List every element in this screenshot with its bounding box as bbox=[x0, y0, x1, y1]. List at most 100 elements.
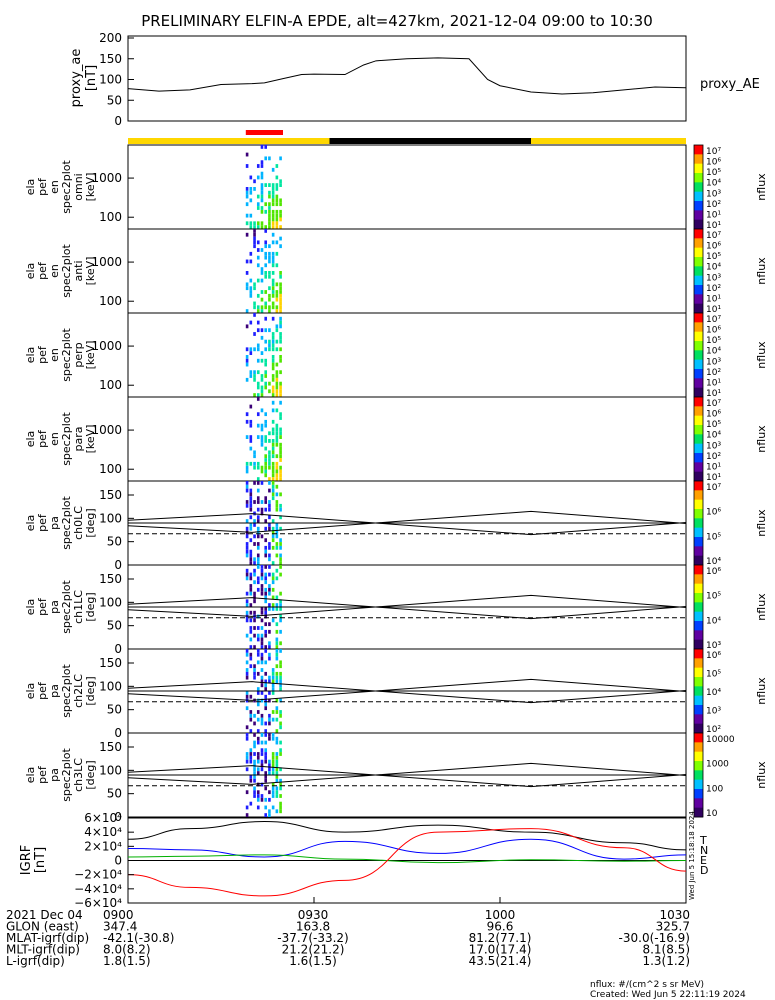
spectrogram-pixel bbox=[275, 309, 279, 313]
spectrogram-pixel bbox=[260, 198, 264, 203]
spectrogram-pixel bbox=[279, 446, 282, 451]
spectrogram-pixel bbox=[271, 545, 275, 550]
spectrogram-pixel bbox=[268, 389, 271, 394]
spectrogram-pixel bbox=[275, 736, 279, 741]
colorbar-tick-label: 10⁴ bbox=[706, 616, 721, 626]
spectrogram-pixel bbox=[260, 794, 264, 798]
spectrogram-pixel bbox=[279, 538, 282, 543]
plot-title: PRELIMINARY ELFIN-A EPDE, alt=427km, 202… bbox=[141, 12, 653, 30]
spectrogram-pixel bbox=[256, 649, 260, 653]
spectrogram-pixel bbox=[264, 576, 268, 581]
colorbar-tick-label: 10³ bbox=[706, 273, 721, 283]
spectrogram-pixel bbox=[268, 763, 271, 768]
spectrogram-pixel bbox=[271, 450, 275, 455]
spectrogram-pixel bbox=[249, 500, 253, 504]
spectrogram-pixel bbox=[279, 794, 282, 798]
spectrogram-pixel bbox=[260, 717, 264, 722]
panel-ylabel: anti bbox=[72, 260, 85, 281]
panel-ylabel: en bbox=[48, 264, 61, 278]
colorbar bbox=[693, 396, 704, 482]
spectrogram-pixel bbox=[249, 748, 253, 753]
spectrogram-pixel bbox=[279, 641, 282, 646]
colorbar-segment bbox=[694, 798, 703, 809]
pa-ytick-label: 0 bbox=[114, 810, 122, 824]
spectrogram-pixel bbox=[256, 240, 260, 245]
colorbar bbox=[693, 732, 704, 818]
footer-value: 8.0(8.2) bbox=[103, 943, 151, 957]
spectrogram-pixel bbox=[279, 442, 282, 447]
footer-row-label: 2021 Dec 04 bbox=[6, 908, 83, 922]
colorbar-tick-label: 100 bbox=[706, 784, 723, 794]
spectrogram-pixel bbox=[264, 347, 268, 352]
footer-value: -30.0(-16.9) bbox=[619, 931, 690, 945]
spectrogram-pixel bbox=[275, 465, 279, 470]
spectrogram-pixel bbox=[271, 519, 275, 523]
panel-frame bbox=[127, 396, 687, 482]
spectrogram-pixel bbox=[275, 603, 279, 607]
spectrogram-pixel bbox=[275, 595, 279, 600]
spectrogram-pixel bbox=[271, 213, 275, 218]
spectrogram-pixel bbox=[253, 633, 256, 638]
spectrogram-pixel bbox=[271, 290, 275, 294]
orbit-segment-science bbox=[245, 130, 283, 135]
colorbar-tick-label: 10⁵ bbox=[706, 420, 721, 430]
spectrogram-pixel bbox=[249, 496, 253, 501]
energy-ytick-label: 1000 bbox=[91, 255, 122, 269]
spectrogram-pixel bbox=[279, 660, 282, 665]
spectrogram-pixel bbox=[256, 565, 260, 569]
spectrogram-pixel bbox=[249, 775, 253, 779]
spectrogram-pixel bbox=[249, 175, 253, 180]
spectrogram-pixel bbox=[256, 561, 260, 565]
igrf-legend-N: N bbox=[700, 844, 708, 857]
spectrogram-pixel bbox=[271, 538, 275, 543]
spectrogram-pixel bbox=[271, 488, 275, 493]
spectrogram-pixel bbox=[264, 156, 268, 161]
spectrogram-pixel bbox=[275, 706, 279, 711]
spectrogram-pixel bbox=[260, 271, 264, 275]
spectrogram-pixel bbox=[275, 710, 279, 714]
spectrogram-pixel bbox=[268, 691, 271, 695]
footer-value: 81.2(77.1) bbox=[469, 931, 532, 945]
colorbar-segment bbox=[694, 369, 703, 379]
spectrogram-pixel bbox=[275, 503, 279, 508]
colorbar-segment bbox=[694, 275, 703, 286]
spectrogram-pixel bbox=[275, 652, 279, 657]
colorbar-frame bbox=[693, 732, 704, 818]
spectrogram-pixel bbox=[271, 221, 275, 226]
panel-ylabel: ch2LC bbox=[72, 674, 85, 708]
panel-ylabel: [deg] bbox=[84, 508, 97, 537]
spectrogram-pixel bbox=[268, 652, 271, 657]
colorbar-segment bbox=[694, 779, 703, 790]
spectrogram-pixel bbox=[279, 599, 282, 604]
spectrogram-pixel bbox=[249, 523, 253, 527]
igrf-legend-E: E bbox=[700, 854, 707, 867]
colorbar-segment bbox=[694, 537, 703, 547]
orbit-segment-day bbox=[531, 138, 686, 144]
spectrogram-pixel bbox=[275, 607, 279, 611]
spectrogram-pixel bbox=[256, 755, 260, 760]
spectrogram-pixel bbox=[256, 305, 260, 310]
spectrogram-pixel bbox=[279, 301, 282, 306]
spectrogram-pixel bbox=[264, 755, 268, 760]
spectrogram-pixel bbox=[249, 610, 253, 615]
spectrogram-pixel bbox=[264, 301, 268, 306]
spectrogram-pixel bbox=[275, 755, 279, 760]
spectrogram-pixel bbox=[271, 439, 275, 443]
spectrogram-pixel bbox=[279, 572, 282, 577]
spectrogram-pixel bbox=[279, 271, 282, 275]
spectrogram-pixel bbox=[264, 358, 268, 363]
nflux-note: nflux: #/(cm^2 s sr MeV) bbox=[590, 980, 704, 990]
spectrogram-pixel bbox=[271, 431, 275, 436]
spectrogram-pixel bbox=[279, 297, 282, 302]
colorbar bbox=[693, 312, 704, 398]
spectrogram-pixel bbox=[245, 675, 249, 680]
spectrogram-pixel bbox=[256, 553, 260, 558]
spectrogram-pixel bbox=[256, 347, 260, 352]
footer-value: -42.1(-30.8) bbox=[103, 931, 174, 945]
spectrogram-pixel bbox=[275, 251, 279, 256]
spectrogram-pixel bbox=[253, 481, 256, 485]
spectrogram-pixel bbox=[256, 423, 260, 428]
spectrogram-pixel bbox=[253, 519, 256, 523]
spectrogram-pixel bbox=[271, 683, 275, 688]
panel-ylabel: pef bbox=[36, 345, 49, 364]
